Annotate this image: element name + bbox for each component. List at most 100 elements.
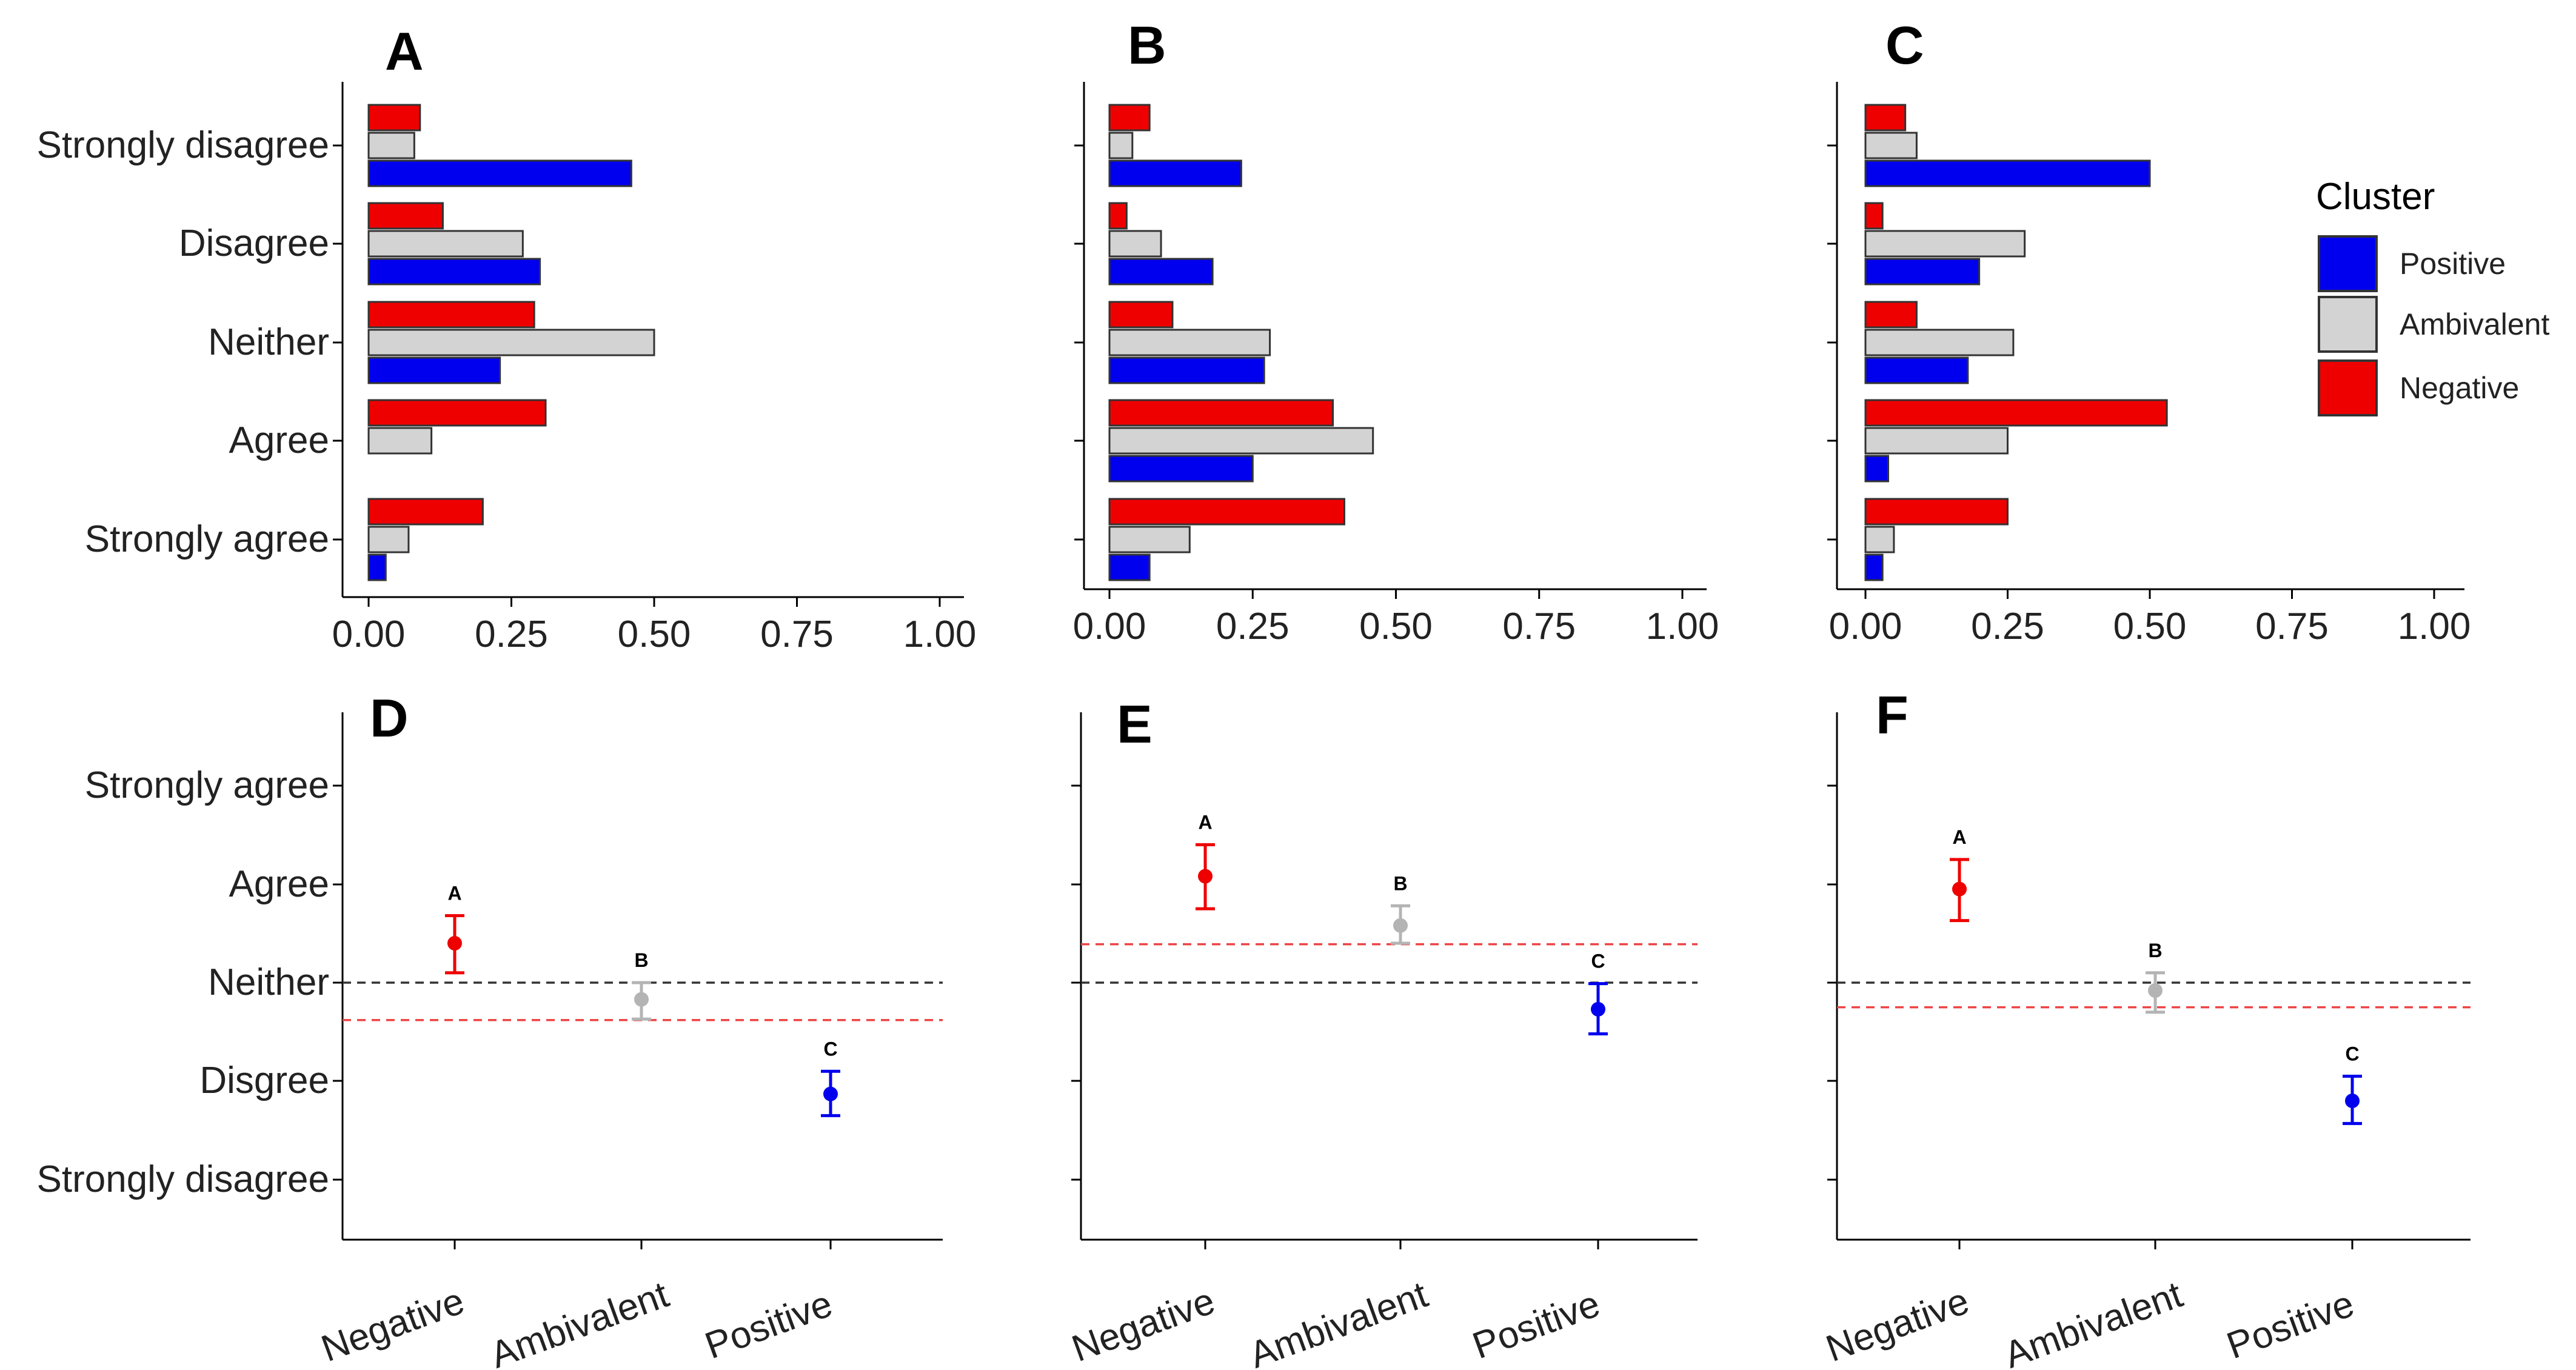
bar-positive-neither (1864, 356, 1969, 384)
panel-label-e: E (1117, 694, 1153, 754)
bar-negative-strongly-disagree (1864, 104, 1907, 132)
significance-letter-ambivalent: B (2148, 940, 2162, 961)
point-negative (1198, 869, 1213, 884)
significance-letter-negative: A (447, 883, 461, 904)
legend-title: Cluster (2316, 176, 2435, 218)
bar-ambivalent-agree (1108, 427, 1374, 455)
x-tick-label-positive: Positive (700, 1283, 838, 1367)
bar-ambivalent-strongly-disagree (1108, 132, 1134, 159)
x-tick-label: 0.25 (1216, 606, 1290, 647)
bar-ambivalent-strongly-disagree (367, 132, 415, 159)
panel-f: F Negative Ambivalent Positive A B C (1821, 685, 2471, 1370)
panel-b: B 0.00 0.25 0.50 0.75 1.00 (1073, 15, 1719, 647)
bar-positive-neither (1108, 356, 1265, 384)
panel-a: A 0.00 0.25 0.50 0.75 1.00 Strongly disagree Di… (37, 21, 977, 655)
bar-ambivalent-neither (1864, 329, 2015, 356)
x-tick-label: 0.75 (760, 613, 834, 655)
bar-positive-disagree (1108, 258, 1214, 286)
x-tick-label-positive: Positive (2221, 1283, 2360, 1367)
y-tick-label-neither: Neither (208, 321, 329, 363)
bar-positive-agree (1108, 455, 1254, 483)
bar-negative-strongly-disagree (367, 104, 421, 132)
panel-label-b: B (1128, 15, 1166, 75)
bar-ambivalent-disagree (1864, 230, 2026, 258)
panels: A 0.00 0.25 0.50 0.75 1.00 Strongly disagree Di… (37, 15, 2471, 1370)
x-tick-label-negative: Negative (316, 1280, 470, 1370)
x-tick-label: 1.00 (2398, 606, 2471, 647)
bar-ambivalent-strongly-agree (1864, 526, 1895, 553)
x-tick-label: 0.50 (618, 613, 691, 655)
bar-ambivalent-disagree (367, 230, 524, 258)
bar-positive-strongly-agree (1108, 553, 1151, 581)
panel-c: C 0.00 0.25 0.50 0.75 1.00 (1827, 15, 2471, 647)
x-tick-label-ambivalent: Ambivalent (1244, 1274, 1433, 1370)
y-tick-label-strongly-agree: Strongly agree (85, 518, 329, 560)
y-tick-label-strongly-disagree: Strongly disagree (37, 124, 330, 166)
bar-positive-disagree (1864, 258, 1981, 286)
bar-negative-strongly-disagree (1108, 104, 1151, 132)
bar-positive-strongly-agree (1864, 553, 1884, 581)
legend-key-negative (2318, 359, 2378, 416)
bar-positive-neither (367, 356, 501, 384)
significance-letter-ambivalent: B (1393, 872, 1407, 894)
x-tick-label: 0.25 (1971, 606, 2044, 647)
bar-negative-neither (1108, 301, 1174, 329)
point-ambivalent (634, 992, 649, 1007)
x-tick-label-ambivalent: Ambivalent (1999, 1274, 2188, 1370)
y-tick-label-strongly-disagree: Strongly disagree (37, 1158, 330, 1200)
bar-negative-strongly-agree (1864, 498, 2009, 526)
legend-key-ambivalent (2318, 296, 2378, 353)
bar-ambivalent-disagree (1108, 230, 1162, 258)
panel-label-d: D (370, 688, 409, 748)
point-negative (447, 936, 462, 951)
significance-letter-negative: A (1198, 812, 1212, 834)
legend-items: Positive Ambivalent Negative (2318, 235, 2549, 416)
x-tick-label-negative: Negative (1066, 1280, 1220, 1370)
y-tick-label-disgree: Disgree (199, 1060, 329, 1101)
legend-key-positive (2318, 235, 2378, 292)
bar-negative-agree (1108, 399, 1334, 427)
legend-label-positive: Positive (2400, 247, 2506, 281)
bar-ambivalent-strongly-agree (1108, 526, 1191, 553)
bar-negative-disagree (1108, 202, 1128, 230)
bar-ambivalent-neither (367, 329, 655, 356)
bar-ambivalent-neither (1108, 329, 1271, 356)
x-tick-label: 0.00 (332, 613, 406, 655)
x-tick-label: 1.00 (903, 613, 977, 655)
point-positive (823, 1086, 838, 1101)
point-ambivalent (2148, 983, 2163, 998)
bar-negative-neither (367, 301, 535, 329)
bar-positive-strongly-disagree (1108, 159, 1242, 187)
significance-letter-ambivalent: B (634, 949, 648, 971)
bar-ambivalent-agree (1864, 427, 2009, 455)
bar-ambivalent-strongly-disagree (1864, 132, 1918, 159)
bar-positive-agree (1864, 455, 1890, 483)
y-tick-label-disagree: Disagree (179, 222, 329, 264)
point-ambivalent (1393, 918, 1408, 933)
x-tick-label: 0.75 (1502, 606, 1576, 647)
bar-negative-disagree (367, 202, 444, 230)
x-tick-label-negative: Negative (1821, 1280, 1975, 1370)
y-tick-label-agree: Agree (229, 863, 329, 905)
y-tick-label-neither: Neither (208, 961, 329, 1003)
bar-negative-agree (1864, 399, 2168, 427)
y-tick-label-agree: Agree (229, 419, 329, 461)
significance-letter-positive: C (1591, 951, 1605, 972)
x-tick-label: 0.50 (2113, 606, 2187, 647)
bar-negative-agree (367, 399, 547, 427)
panel-e: E Negative Ambivalent Positive A B C (1066, 694, 1698, 1370)
significance-letter-positive: C (823, 1038, 837, 1060)
x-tick-label: 0.00 (1073, 606, 1146, 647)
x-tick-label: 1.00 (1646, 606, 1719, 647)
point-negative (1952, 881, 1967, 897)
bar-negative-strongly-agree (1108, 498, 1345, 526)
panel-label-a: A (385, 21, 424, 81)
significance-letter-positive: C (2345, 1043, 2359, 1064)
bar-positive-strongly-disagree (1864, 159, 2151, 187)
panel-label-c: C (1885, 15, 1924, 75)
panel-d: D Strongly agree Agree Neither Disgree Strong… (37, 688, 943, 1370)
legend-label-negative: Negative (2400, 371, 2519, 405)
bar-positive-strongly-disagree (367, 159, 632, 187)
bar-negative-disagree (1864, 202, 1884, 230)
